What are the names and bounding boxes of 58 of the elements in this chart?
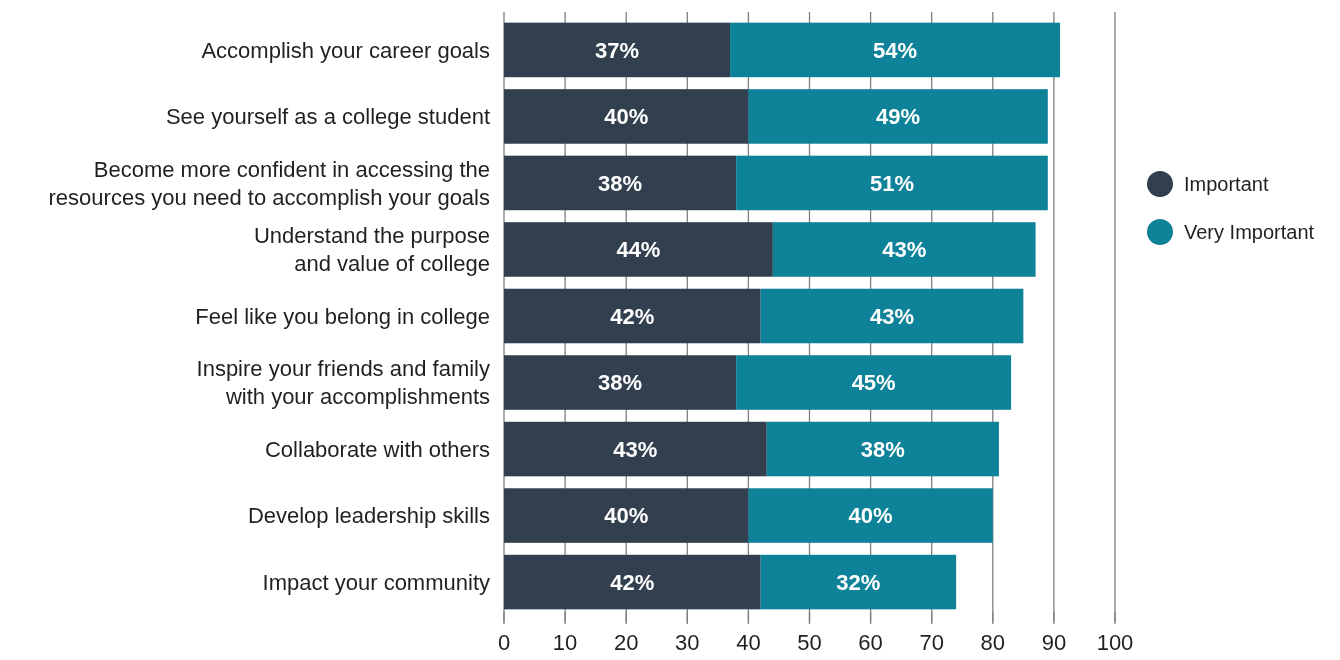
data-label: 40%: [604, 503, 649, 529]
data-label: 40%: [604, 104, 649, 130]
x-tick-label: 30: [675, 630, 700, 655]
bar: [504, 355, 737, 410]
data-label: 37%: [595, 37, 640, 63]
bar: [736, 355, 1012, 410]
data-label: 40%: [848, 503, 893, 529]
x-tick-label: 0: [497, 630, 511, 655]
y-tick-label: Understand the purpose and value of college: [253, 223, 490, 277]
x-tick-label: 80: [980, 630, 1006, 655]
data-label: 43%: [869, 303, 915, 329]
bar: [504, 155, 737, 211]
bar: [730, 22, 1061, 78]
data-label: 42%: [610, 303, 655, 329]
bar: [736, 155, 1048, 211]
legend-label: Important: [1184, 173, 1269, 195]
data-label: 49%: [876, 104, 921, 130]
bar: [748, 89, 1048, 144]
y-tick-label: Impact your community: [262, 569, 490, 595]
y-tick-label: Become more confident in accessing the resources you need to accomplish your goals: [48, 156, 490, 210]
data-label: 43%: [882, 237, 927, 263]
bar: [772, 222, 1036, 277]
y-tick-label: Develop leadership skills: [247, 503, 490, 529]
x-tick-label: 100: [1096, 630, 1134, 655]
x-tick-label: 90: [1041, 630, 1067, 655]
bar: [760, 288, 1024, 344]
bar: [504, 488, 749, 543]
data-label: 51%: [869, 170, 915, 196]
legend-label: Very Important: [1184, 221, 1315, 243]
x-tick-label: 70: [919, 630, 944, 655]
bar: [504, 421, 767, 477]
y-tick-label: Collaborate with others: [264, 436, 490, 462]
x-tick-label: 10: [552, 630, 578, 655]
y-tick-label: Feel like you belong in college: [195, 303, 490, 329]
bar: [766, 421, 999, 477]
bar: [760, 554, 957, 610]
x-tick-label: 40: [736, 630, 761, 655]
data-label: 32%: [836, 569, 881, 595]
data-label: 42%: [610, 569, 655, 595]
data-label: 54%: [873, 37, 918, 63]
x-tick-label: 50: [797, 630, 822, 655]
y-tick-label: Inspire your friends and family with your accomplishments: [196, 356, 490, 410]
y-tick-label: See yourself as a college student: [165, 104, 490, 130]
x-tick-label: 20: [613, 630, 639, 655]
y-tick-label: Accomplish your career goals: [201, 37, 490, 63]
data-label: 38%: [598, 170, 643, 196]
data-label: 38%: [860, 436, 905, 462]
bar: [504, 89, 749, 144]
data-label: 44%: [616, 237, 661, 263]
x-tick-label: 60: [858, 630, 883, 655]
data-label: 45%: [851, 370, 896, 396]
bar: [748, 488, 993, 543]
bar: [504, 288, 761, 344]
data-label: 43%: [613, 436, 658, 462]
data-label: 38%: [598, 370, 643, 396]
bar: [504, 222, 773, 277]
bar: [504, 22, 731, 78]
bar: [504, 554, 761, 610]
